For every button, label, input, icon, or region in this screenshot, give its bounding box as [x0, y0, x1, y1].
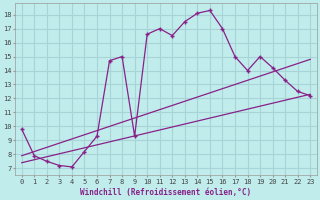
X-axis label: Windchill (Refroidissement éolien,°C): Windchill (Refroidissement éolien,°C) [80, 188, 252, 197]
